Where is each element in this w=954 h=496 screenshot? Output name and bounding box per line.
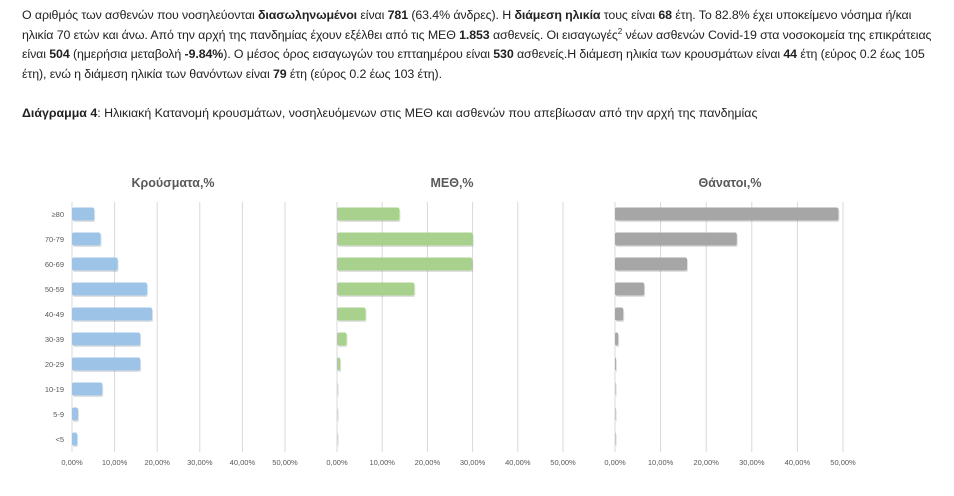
bar-<5	[337, 432, 338, 446]
text-segment: ασθενείς.Η διάμεση ηλικία των κρουσμάτων…	[513, 47, 784, 62]
bar-5-9	[337, 407, 338, 421]
text-segment: (ημερήσια μεταβολή	[69, 47, 185, 62]
bar-shadow	[338, 434, 339, 447]
text-segment: νέων ασθενών Covid-19 στα νοσοκομεία της…	[22, 27, 932, 62]
text-segment: έτη (εύρος 0.2 έως 105 έτη), ενώ η διάμε…	[22, 47, 925, 81]
x-tick-label: 10,00%	[369, 458, 395, 467]
y-tick-label: 30-39	[45, 335, 64, 344]
bold-text: 79	[272, 66, 287, 81]
chart-title: Κρούσματα,%	[131, 176, 214, 190]
chart-3: Θάνατοι,% 0,00% 10,00% 20,00% 30,00% 40,00% 50…	[604, 176, 856, 467]
footnote-ref[interactable]: 2	[617, 26, 623, 36]
x-tick-label: 50,00%	[550, 458, 576, 467]
x-tick-label: 0,00%	[604, 458, 626, 467]
x-tick-label: 50,00%	[830, 458, 856, 467]
bar-10-19	[72, 382, 103, 396]
bar-<5	[72, 432, 78, 446]
x-tick-label: 20,00%	[144, 458, 170, 467]
bar-30-39	[337, 332, 347, 346]
x-tick-label: 30,00%	[739, 458, 765, 467]
bar-70-79	[72, 232, 101, 246]
y-tick-label: 10-19	[45, 385, 64, 394]
x-tick-label: 0,00%	[61, 458, 83, 467]
bar-shadow	[616, 409, 617, 422]
text-segment: (63.4% άνδρες). Η	[407, 8, 515, 22]
caption-label: Διάγραμμα 4	[22, 106, 98, 120]
bar-≥80	[72, 207, 95, 221]
x-tick-label: 10,00%	[648, 458, 674, 467]
bar-40-49	[72, 307, 153, 321]
bar-60-69	[615, 257, 688, 271]
figure-caption: Διάγραμμα 4: Ηλικιακή Κατανομή κρουσμάτω…	[22, 106, 757, 120]
bar-30-39	[615, 332, 619, 346]
x-tick-label: 0,00%	[326, 458, 348, 467]
bar-shadow	[338, 409, 339, 422]
bar-20-29	[337, 357, 341, 371]
x-tick-label: 30,00%	[460, 458, 486, 467]
bar-20-29	[615, 357, 616, 371]
chart-title: Θάνατοι,%	[699, 176, 762, 190]
text-segment: ). Ο μέσος όρος εισαγωγών του επταημέρου…	[223, 47, 494, 62]
bar-40-49	[615, 307, 624, 321]
x-tick-label: 40,00%	[785, 458, 811, 467]
bar-10-19	[615, 382, 616, 396]
bar-5-9	[615, 407, 616, 421]
bar-50-59	[72, 282, 147, 296]
bar-20-29	[72, 357, 141, 371]
bold-text: διασωληνωμένοι	[258, 8, 358, 22]
bold-text: 781	[387, 8, 408, 22]
bar-70-79	[615, 232, 737, 246]
bar-40-49	[337, 307, 366, 321]
bold-text: διάμεση ηλικία	[514, 8, 601, 22]
bar-5-9	[72, 407, 78, 421]
text-segment: είναι	[357, 8, 388, 22]
body-paragraph: Ο αριθμός των ασθενών που νοσηλεύονται δ…	[22, 6, 942, 84]
caption-text: : Ηλικιακή Κατανομή κρουσμάτων, νοσηλευό…	[97, 106, 758, 120]
y-tick-label: 50-59	[45, 285, 64, 294]
bar-<5	[615, 432, 616, 446]
bar-shadow	[616, 434, 617, 447]
bar-shadow	[616, 384, 617, 397]
bar-30-39	[72, 332, 141, 346]
x-tick-label: 20,00%	[415, 458, 441, 467]
text-segment: ασθενείς. Οι εισαγωγές	[489, 27, 618, 42]
bar-≥80	[615, 207, 839, 221]
y-tick-label: ≥80	[52, 210, 64, 219]
bold-text: 530	[493, 47, 514, 62]
text-segment: τους είναι	[600, 8, 659, 22]
bar-70-79	[337, 232, 473, 246]
bar-≥80	[337, 207, 400, 221]
x-tick-label: 30,00%	[187, 458, 213, 467]
bold-text: -9.84%	[184, 47, 224, 62]
x-tick-label: 50,00%	[272, 458, 298, 467]
bar-10-19	[337, 382, 338, 396]
y-tick-label: <5	[55, 435, 64, 444]
x-tick-label: 20,00%	[693, 458, 719, 467]
text-segment: έτη. Το 82.8% έχει υποκείμενο νόσημα ή/κ…	[22, 8, 912, 42]
x-tick-label: 10,00%	[102, 458, 128, 467]
bar-60-69	[72, 257, 118, 271]
x-tick-label: 40,00%	[230, 458, 256, 467]
chart-2: ΜΕΘ,% 0,00% 10,00% 20,00% 30,00% 40,00% 50,00%	[326, 176, 576, 467]
text-segment: έτη (εύρος 0.2 έως 103 έτη).	[286, 66, 442, 81]
bold-text: 1.853	[459, 27, 490, 42]
bar-50-59	[337, 282, 415, 296]
y-tick-label: 20-29	[45, 360, 64, 369]
y-tick-label: 5-9	[53, 410, 64, 419]
bar-50-59	[615, 282, 645, 296]
y-tick-label: 60-69	[45, 260, 64, 269]
y-tick-label: 40-49	[45, 310, 64, 319]
bold-text: 44	[783, 47, 797, 62]
text-segment: Ο αριθμός των ασθενών που νοσηλεύονται	[22, 8, 259, 22]
x-tick-label: 40,00%	[505, 458, 531, 467]
y-tick-label: 70-79	[45, 235, 64, 244]
bar-shadow	[616, 359, 617, 372]
bar-60-69	[337, 257, 473, 271]
chart-1: Κρούσματα,% 0,00% 10,00% 20,00% 30,00% 40,00%…	[45, 176, 298, 467]
chart-title: ΜΕΘ,%	[430, 176, 473, 190]
bold-text: 504	[49, 47, 70, 62]
bar-shadow	[338, 384, 339, 397]
age-distribution-charts: Κρούσματα,% 0,00% 10,00% 20,00% 30,00% 40,00%…	[45, 176, 856, 467]
bold-text: 68	[658, 8, 672, 22]
